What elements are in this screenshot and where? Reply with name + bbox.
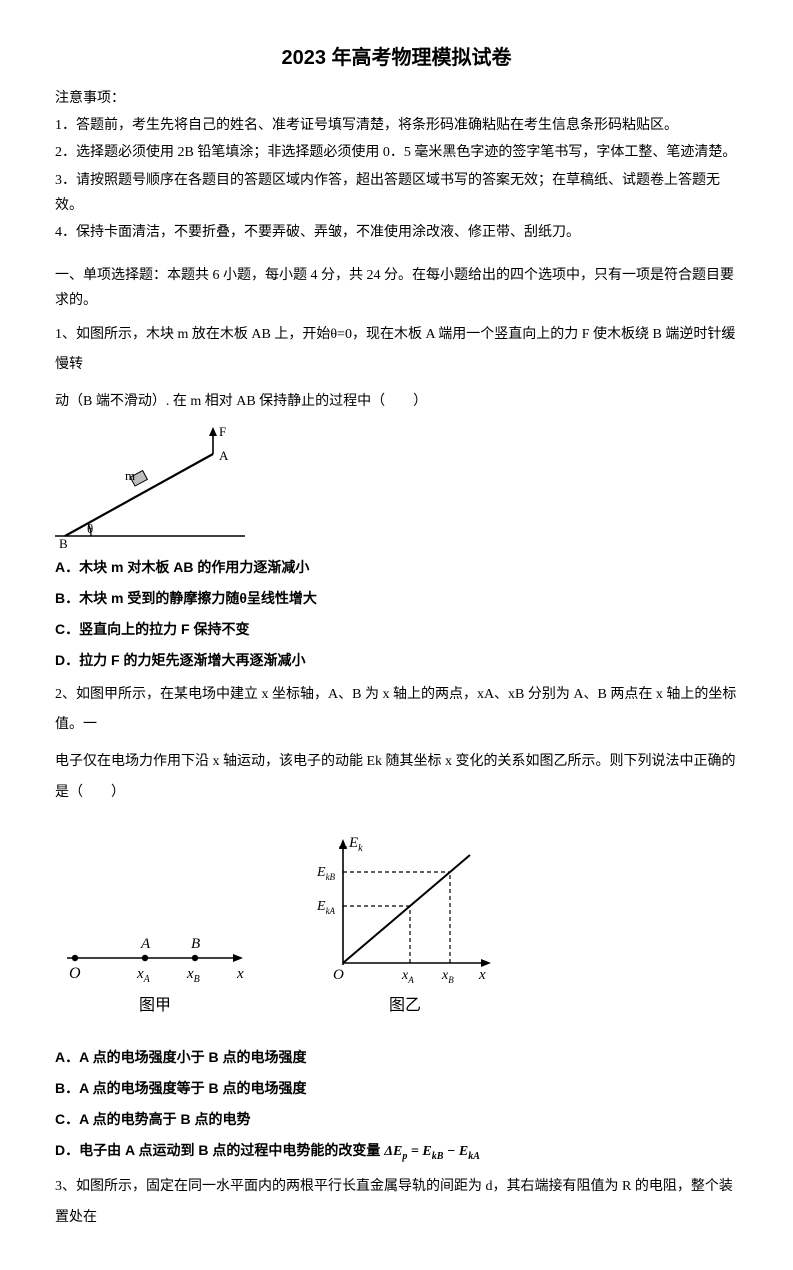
q1-opt-B: B．木块 m 受到的静摩擦力随θ呈线性增大 [55, 586, 738, 611]
q2-opt-A: A．A 点的电场强度小于 B 点的电场强度 [55, 1045, 738, 1070]
q1-label-F: F [219, 424, 226, 439]
q2-opt-B: B．A 点的电场强度等于 B 点的电场强度 [55, 1076, 738, 1101]
q2-caption-left: 图甲 [55, 992, 255, 1021]
svg-text:xB: xB [186, 966, 200, 985]
q1-stem-b: 动（B 端不滑动）. 在 m 相对 AB 保持静止的过程中（ ） [55, 387, 738, 418]
svg-text:O: O [333, 967, 344, 983]
q1-stem-a: 1、如图所示，木块 m 放在木板 AB 上，开始θ=0，现在木板 A 端用一个竖… [55, 320, 738, 382]
q1-label-theta: θ [87, 521, 93, 536]
svg-text:EkA: EkA [316, 899, 336, 916]
q1-label-A: A [219, 448, 229, 463]
q2-opt-C: C．A 点的电势高于 B 点的电势 [55, 1107, 738, 1132]
svg-text:xA: xA [136, 966, 151, 985]
q2-caption-right: 图乙 [315, 992, 495, 1021]
svg-text:x: x [236, 966, 244, 982]
q1-opt-A: A．木块 m 对木板 AB 的作用力逐渐减小 [55, 555, 738, 580]
notice-4: 4．保持卡面清洁，不要折叠，不要弄破、弄皱，不准使用涂改液、修正带、刮纸刀。 [55, 220, 738, 245]
q2-figure-right: Ek EkB EkA O xA xB x 图乙 [315, 833, 495, 1021]
section-1-heading: 一、单项选择题：本题共 6 小题，每小题 4 分，共 24 分。在每小题给出的四… [55, 263, 738, 313]
notice-2: 2．选择题必须使用 2B 铅笔填涂；非选择题必须使用 0．5 毫米黑色字迹的签字… [55, 140, 738, 165]
q1-label-m: m [125, 468, 135, 483]
svg-text:xA: xA [401, 968, 414, 985]
svg-text:B: B [191, 936, 200, 952]
notice-1: 1．答题前，考生先将自己的姓名、准考证号填写清楚，将条形码准确粘贴在考生信息条形… [55, 113, 738, 138]
q2-opt-D-prefix: D．电子由 A 点运动到 B 点的过程中电势能的改变量 [55, 1142, 380, 1158]
q2-figure-left: A B O xA xB x 图甲 [55, 918, 255, 1021]
svg-text:O: O [69, 965, 81, 982]
notice-heading: 注意事项： [55, 86, 738, 111]
q2-opt-D-formula: ΔEp = EkB − EkA [384, 1144, 480, 1159]
svg-text:EkB: EkB [316, 865, 336, 882]
svg-text:Ek: Ek [348, 835, 363, 854]
q1-opt-C: C．竖直向上的拉力 F 保持不变 [55, 617, 738, 642]
q2-stem-a: 2、如图甲所示，在某电场中建立 x 坐标轴，A、B 为 x 轴上的两点，xA、x… [55, 680, 738, 742]
q2-opt-D: D．电子由 A 点运动到 B 点的过程中电势能的改变量 ΔEp = EkB − … [55, 1138, 738, 1166]
q3-stem: 3、如图所示，固定在同一水平面内的两根平行长直金属导轨的间距为 d，其右端接有阻… [55, 1172, 738, 1234]
q1-figure: F A m θ B [55, 424, 738, 549]
q1-label-B: B [59, 536, 68, 549]
q2-stem-b: 电子仅在电场力作用下沿 x 轴运动，该电子的动能 Ek 随其坐标 x 变化的关系… [55, 747, 738, 809]
svg-text:x: x [478, 967, 486, 983]
notice-3: 3．请按照题号顺序在各题目的答题区域内作答，超出答题区域书写的答案无效；在草稿纸… [55, 168, 738, 218]
svg-text:A: A [140, 936, 151, 952]
page-title: 2023 年高考物理模拟试卷 [55, 40, 738, 76]
q2-figures: A B O xA xB x 图甲 [55, 833, 738, 1021]
svg-text:xB: xB [441, 968, 454, 985]
q1-opt-D: D．拉力 F 的力矩先逐渐增大再逐渐减小 [55, 648, 738, 673]
